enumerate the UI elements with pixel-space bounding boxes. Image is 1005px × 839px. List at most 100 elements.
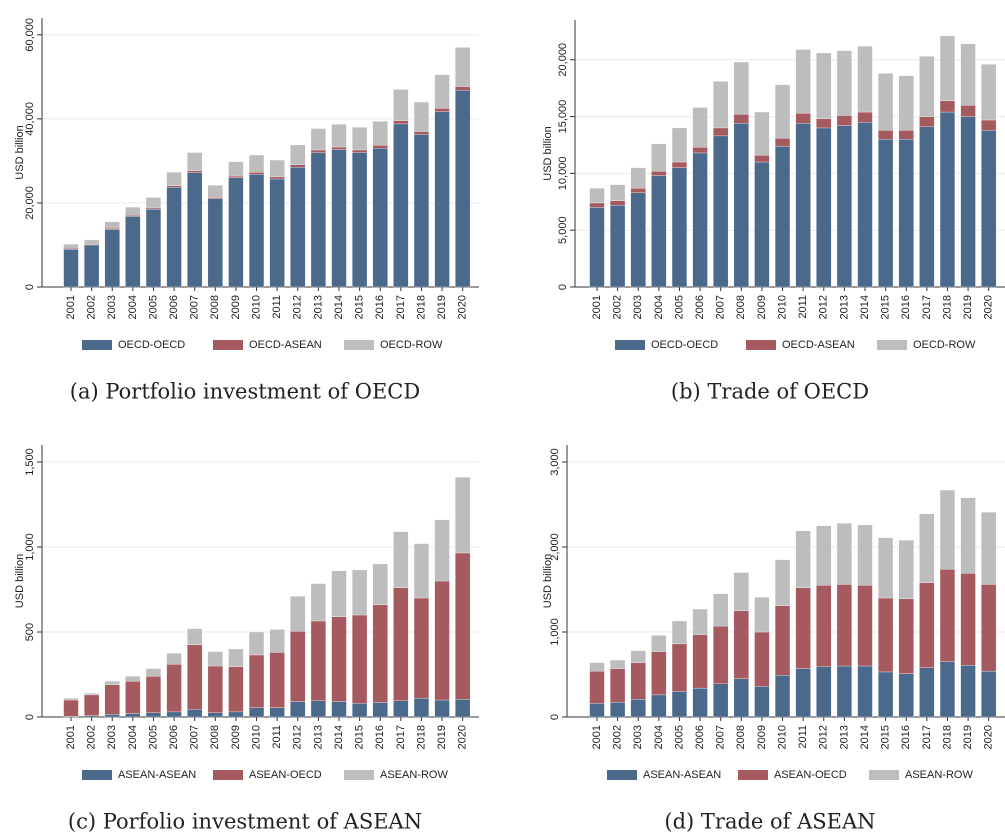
x-tick-label: 2006 xyxy=(694,295,706,319)
bar-segment xyxy=(733,61,749,115)
bar-segment xyxy=(413,698,430,718)
x-tick-label: 2015 xyxy=(880,295,892,319)
bar-segment xyxy=(352,703,368,718)
bar-segment xyxy=(754,686,770,718)
x-tick-label: 2001 xyxy=(65,725,77,749)
bar-segment xyxy=(269,652,285,708)
x-tick-label: 2017 xyxy=(395,295,407,319)
bar-segment xyxy=(671,691,688,718)
x-tick-label: 2012 xyxy=(818,295,830,319)
x-tick-label: 2020 xyxy=(983,295,995,319)
x-tick-label: 2002 xyxy=(612,295,624,319)
bar-segment xyxy=(228,161,244,177)
bar-segment xyxy=(393,120,409,125)
x-tick-label: 2018 xyxy=(941,725,953,749)
x-tick-label: 2009 xyxy=(230,725,242,749)
bar-segment xyxy=(795,530,811,588)
x-tick-label: 2015 xyxy=(880,725,892,749)
bar-segment xyxy=(939,111,956,288)
bar-segment xyxy=(125,214,141,217)
y-tick-label: 5,000 xyxy=(557,216,569,244)
bar-segment xyxy=(857,585,873,667)
x-tick-label: 2010 xyxy=(250,725,262,749)
bar-segment xyxy=(610,184,626,201)
bar-segment xyxy=(981,670,997,718)
x-tick-label: 2020 xyxy=(457,295,469,319)
bar-segment xyxy=(960,497,976,574)
bar-segment xyxy=(125,206,141,216)
legend-label: ASEAN-ASEAN xyxy=(118,769,196,781)
bar-segment xyxy=(434,519,450,582)
x-tick-label: 2013 xyxy=(312,725,324,749)
bar-segment xyxy=(898,673,914,718)
bar-segment xyxy=(713,81,729,129)
bar-segment xyxy=(434,580,450,701)
bar-segment xyxy=(228,711,244,718)
bar-segment xyxy=(63,249,79,288)
bar-segment xyxy=(630,662,646,700)
bar-segment xyxy=(310,152,326,288)
legend-label: OECD-ROW xyxy=(913,339,976,351)
x-tick-label: 2002 xyxy=(612,725,624,749)
x-tick-label: 2016 xyxy=(374,295,386,319)
bar-segment xyxy=(434,111,450,288)
bar-segment xyxy=(713,135,729,288)
caption: (b) Trade of OECD xyxy=(671,380,869,404)
x-tick-label: 2004 xyxy=(127,295,139,319)
bar-segment xyxy=(713,625,729,684)
bar-segment xyxy=(207,712,223,718)
bar-segment xyxy=(671,620,688,645)
bar-segment xyxy=(248,154,265,173)
bar-segment xyxy=(919,667,935,718)
x-tick-label: 2011 xyxy=(271,295,283,319)
x-tick-label: 2013 xyxy=(838,725,850,749)
bar-segment xyxy=(104,684,120,715)
y-tick-label: 10,000 xyxy=(557,157,569,191)
bar-segment xyxy=(145,207,162,210)
bar-segment xyxy=(754,155,770,163)
bar-segment xyxy=(774,559,791,606)
bar-segment xyxy=(269,159,285,178)
bar-segment xyxy=(166,187,182,288)
bar-segment xyxy=(774,145,791,288)
y-axis-label: USD billion xyxy=(542,554,554,608)
y-tick-label: 20,000 xyxy=(557,43,569,77)
legend-label: ASEAN-ROW xyxy=(380,769,448,781)
bar-segment xyxy=(610,701,626,718)
legend-swatch xyxy=(877,340,907,350)
x-tick-label: 2005 xyxy=(673,295,685,319)
bar-segment xyxy=(413,543,430,599)
bar-segment xyxy=(310,583,326,622)
bar-segment xyxy=(413,597,430,699)
x-tick-label: 2003 xyxy=(632,295,644,319)
bar-segment xyxy=(228,666,244,713)
bar-segment xyxy=(898,130,914,140)
x-tick-label: 2014 xyxy=(859,295,871,319)
bar-segment xyxy=(610,659,626,669)
bar-segment xyxy=(434,108,450,112)
bar-segment xyxy=(207,665,223,713)
legend-label: ASEAN-OECD xyxy=(774,769,847,781)
bar-segment xyxy=(713,593,729,627)
bar-segment xyxy=(960,116,976,288)
x-tick-label: 2011 xyxy=(797,725,809,749)
bar-segment xyxy=(352,152,368,288)
x-tick-label: 2003 xyxy=(632,725,644,749)
x-tick-label: 2008 xyxy=(209,295,221,319)
bar-segment xyxy=(878,130,894,140)
legend-swatch xyxy=(344,340,374,350)
legend-label: OECD-OECD xyxy=(118,339,185,351)
bar-segment xyxy=(310,149,326,153)
bar-segment xyxy=(290,167,306,288)
bar-segment xyxy=(269,178,285,288)
legend-swatch xyxy=(213,770,243,780)
bar-segment xyxy=(228,648,244,668)
x-tick-label: 2009 xyxy=(756,725,768,749)
bar-segment xyxy=(84,715,100,718)
bar-segment xyxy=(352,127,368,151)
bar-segment xyxy=(125,681,141,714)
bar-segment xyxy=(857,524,873,586)
bar-segment xyxy=(651,635,667,652)
bar-segment xyxy=(187,644,203,710)
bar-segment xyxy=(413,131,430,135)
